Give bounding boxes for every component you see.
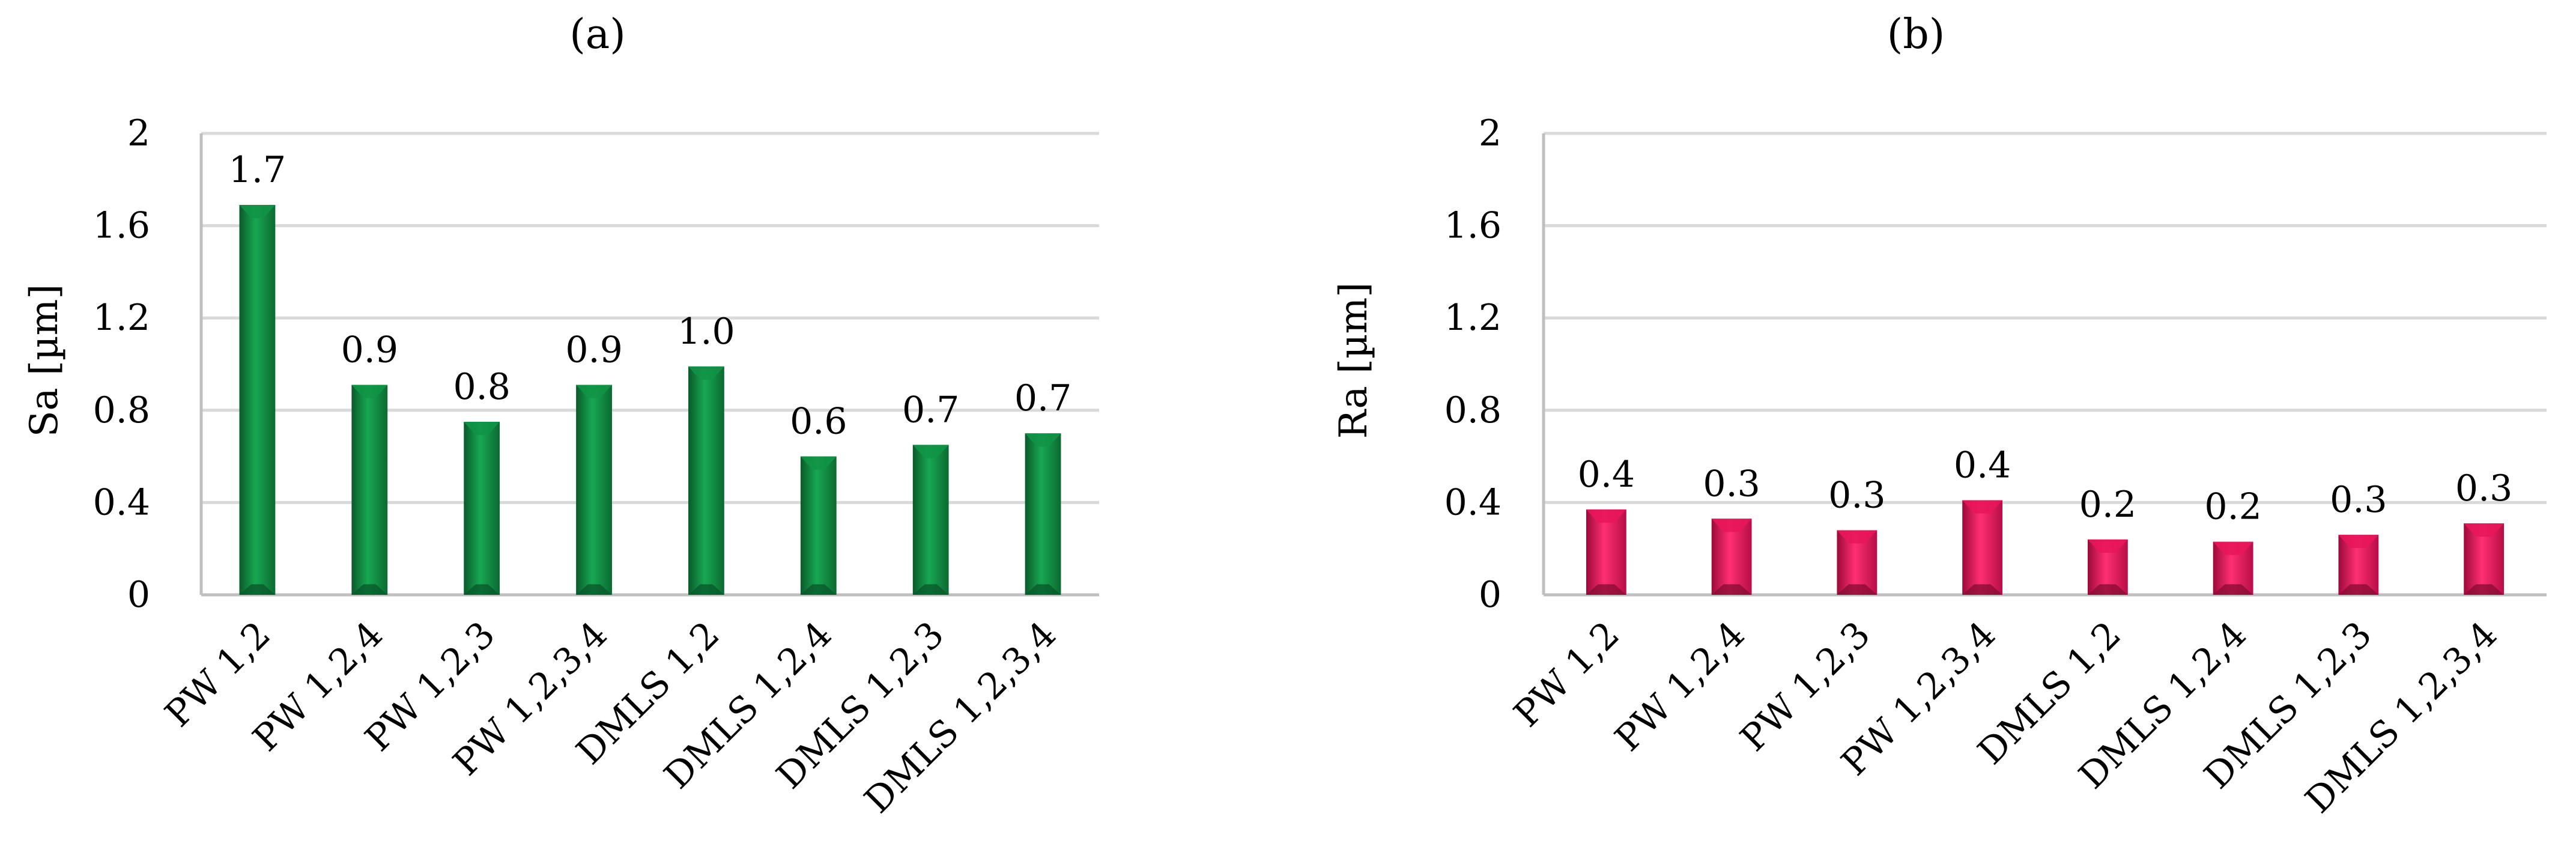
bar-a xyxy=(800,456,837,595)
bar-top-bevel-a xyxy=(464,422,500,435)
bar-a xyxy=(351,385,388,595)
bar-body-b xyxy=(1586,509,1626,595)
bar-top-bevel-b xyxy=(1962,500,2003,514)
bar-bottom-bevel-a xyxy=(912,584,949,595)
bar-top-bevel-b xyxy=(2087,539,2128,553)
y-tick-label-b: 0 xyxy=(1479,574,1502,616)
bar-bottom-bevel-a xyxy=(1025,584,1061,595)
bar-bottom-bevel-a xyxy=(351,584,388,595)
bar-top-bevel-a xyxy=(912,445,949,458)
bar-top-bevel-b xyxy=(2338,535,2379,549)
x-tick-label-b: PW 1,2,4 xyxy=(1607,613,1753,759)
bar-top-bevel-b xyxy=(2464,523,2505,537)
bar-bottom-bevel-b xyxy=(1837,584,1877,595)
bar-top-bevel-a xyxy=(351,385,388,398)
bar-b xyxy=(1962,500,2003,595)
bar-b xyxy=(2213,541,2253,595)
bar-top-bevel-a xyxy=(688,366,724,380)
data-label-a: 0.6 xyxy=(790,401,847,443)
y-tick-label-b: 1.6 xyxy=(1444,205,1502,247)
data-label-b: 0.2 xyxy=(2204,486,2261,528)
bar-bottom-bevel-b xyxy=(1962,584,2003,595)
bar-body-b xyxy=(1962,500,2003,595)
bar-a xyxy=(576,385,612,595)
bar-body-a xyxy=(800,456,837,595)
panel-label-b: (b) xyxy=(1887,11,1945,58)
bar-b xyxy=(2338,535,2379,595)
bar-top-bevel-a xyxy=(1025,433,1061,447)
y-tick-label-b: 2 xyxy=(1479,112,1502,154)
data-label-b: 0.3 xyxy=(1703,463,1760,505)
data-label-a: 0.7 xyxy=(1014,377,1071,419)
data-label-a: 1.7 xyxy=(229,149,286,191)
bar-body-a xyxy=(351,385,388,595)
bar-bottom-bevel-a xyxy=(800,584,837,595)
bar-bottom-bevel-b xyxy=(2338,584,2379,595)
x-tick-label-a: DMLS 1,2,3,4 xyxy=(856,613,1064,821)
y-tick-label-b: 1.2 xyxy=(1444,297,1502,339)
bar-bottom-bevel-b xyxy=(2087,584,2128,595)
bar-top-bevel-b xyxy=(2213,541,2253,555)
data-label-b: 0.4 xyxy=(1954,445,2011,487)
bar-b xyxy=(2087,539,2128,595)
bar-top-bevel-a xyxy=(576,385,612,398)
bar-b xyxy=(1711,519,1752,595)
bar-b xyxy=(2464,523,2505,595)
y-tick-label-b: 0.8 xyxy=(1444,389,1502,431)
y-tick-label-a: 1.2 xyxy=(93,297,150,339)
bar-top-bevel-a xyxy=(239,205,276,219)
y-tick-label-a: 0.8 xyxy=(93,389,150,431)
bar-bottom-bevel-a xyxy=(239,584,276,595)
bar-top-bevel-b xyxy=(1586,509,1626,523)
data-label-b: 0.3 xyxy=(2330,479,2387,521)
bar-top-bevel-b xyxy=(1837,530,1877,544)
y-axis-title-a: Sa [µm] xyxy=(22,284,67,437)
bar-a xyxy=(688,366,724,595)
panel-label-a: (a) xyxy=(569,11,626,58)
bar-b xyxy=(1586,509,1626,595)
bar-top-bevel-a xyxy=(800,456,837,470)
y-tick-label-a: 1.6 xyxy=(93,205,150,247)
data-label-b: 0.2 xyxy=(2079,484,2136,526)
chart-panel-b: (b) Ra [µm] 0 0.4 0.8 1.2 1.6 2 0.4 PW 1,2 0.3 PW… xyxy=(1332,11,2547,821)
y-tick-label-b: 0.4 xyxy=(1444,481,1502,523)
plot-area-b: 00.40.81.21.620.4PW 1,20.3PW 1,2,40.3PW … xyxy=(1444,112,2547,821)
data-label-a: 0.9 xyxy=(341,329,398,371)
y-axis-title-b: Ra [µm] xyxy=(1332,282,1376,439)
bar-body-a xyxy=(576,385,612,595)
bar-a xyxy=(239,205,276,595)
data-label-a: 0.9 xyxy=(565,329,622,371)
y-tick-label-a: 0 xyxy=(127,574,150,616)
bar-body-a xyxy=(912,445,949,595)
bar-top-bevel-b xyxy=(1711,519,1752,532)
bar-bottom-bevel-a xyxy=(576,584,612,595)
bar-body-a xyxy=(688,366,724,595)
chart-panel-a: (a) Sa [µm] 00.40.81.21.621.7PW 1,20.9PW… xyxy=(22,11,1099,821)
bar-body-a xyxy=(239,205,276,595)
y-tick-label-a: 2 xyxy=(127,112,150,154)
bar-bottom-bevel-a xyxy=(688,584,724,595)
data-label-a: 0.7 xyxy=(902,389,959,431)
bar-a xyxy=(912,445,949,595)
bar-bottom-bevel-b xyxy=(1586,584,1626,595)
data-label-b: 0.3 xyxy=(2455,467,2512,510)
bar-a xyxy=(464,422,500,595)
bar-b xyxy=(1837,530,1877,595)
bar-body-a xyxy=(1025,433,1061,595)
x-tick-label-b: PW 1,2 xyxy=(1506,613,1628,735)
bar-a xyxy=(1025,433,1061,595)
data-label-b: 0.3 xyxy=(1828,474,1885,516)
bar-bottom-bevel-a xyxy=(464,584,500,595)
bar-bottom-bevel-b xyxy=(2464,584,2505,595)
data-label-a: 0.8 xyxy=(453,366,510,408)
y-tick-label-a: 0.4 xyxy=(93,481,150,523)
bar-body-a xyxy=(464,422,500,595)
bar-bottom-bevel-b xyxy=(2213,584,2253,595)
data-label-a: 1.0 xyxy=(677,311,735,353)
bar-bottom-bevel-b xyxy=(1711,584,1752,595)
plot-area-a: 00.40.81.21.621.7PW 1,20.9PW 1,2,40.8PW … xyxy=(93,112,1099,821)
data-label-b: 0.4 xyxy=(1578,454,1635,496)
